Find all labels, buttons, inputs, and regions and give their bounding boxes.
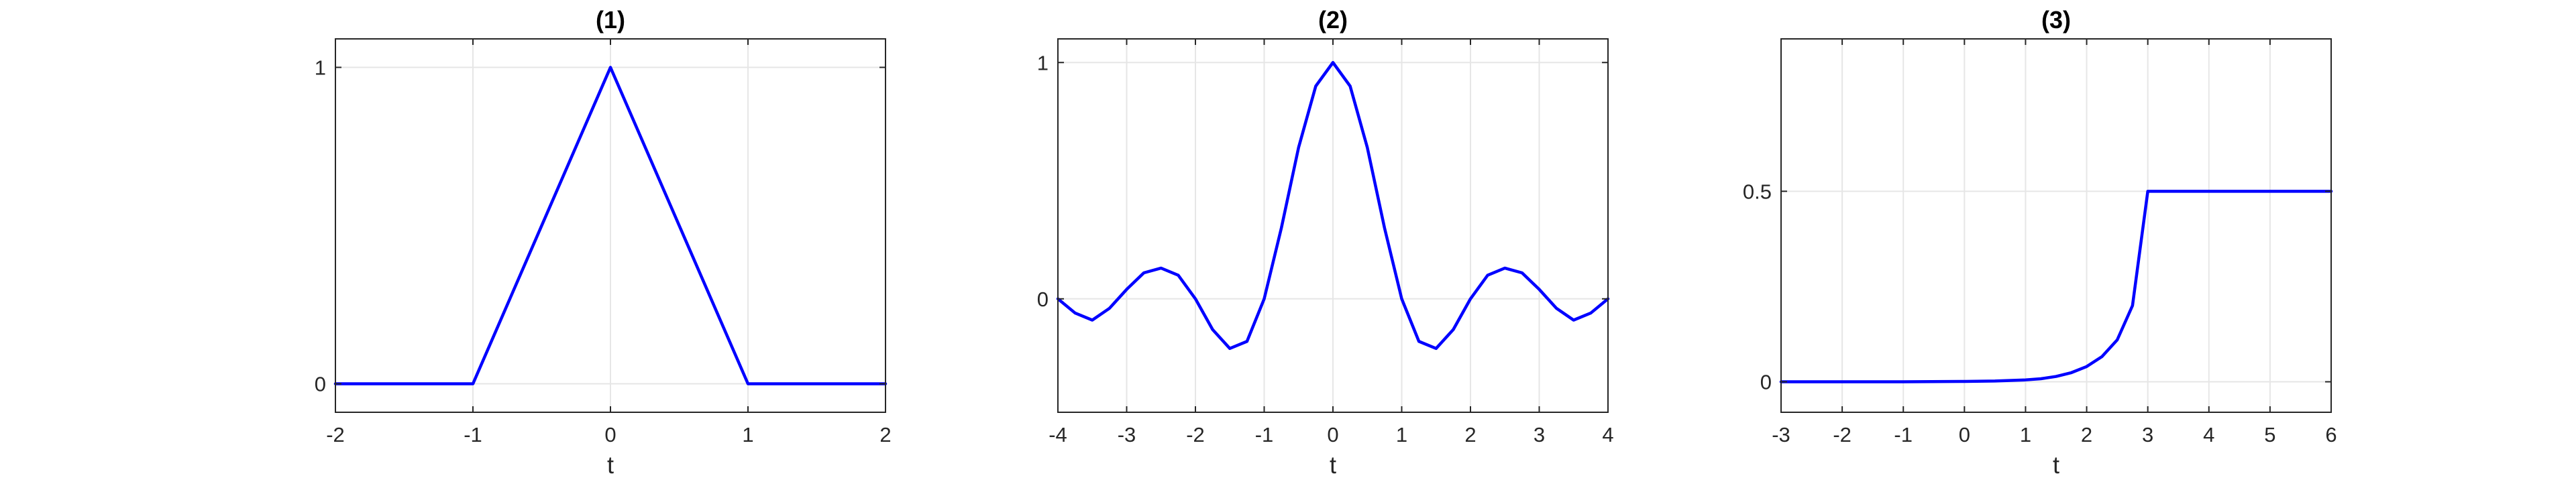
axes-box: [1780, 38, 2332, 413]
x-tick-label: 2: [2081, 423, 2092, 446]
y-tick-label: 1: [1037, 51, 1049, 74]
x-axis-label: t: [1330, 451, 1336, 479]
y-tick-label: 0: [1760, 371, 1772, 394]
series-line: [1779, 190, 2333, 383]
x-tick-label: 5: [2264, 423, 2275, 446]
y-tick-label: 0: [1037, 288, 1049, 311]
x-tick-label: 0: [1959, 423, 1970, 446]
x-tick-label: -1: [1255, 423, 1274, 446]
x-tick-label: 1: [742, 423, 753, 446]
x-tick-label: 3: [1534, 423, 1545, 446]
y-tick-label: 0.5: [1743, 180, 1772, 203]
x-axis-label: t: [2053, 451, 2059, 479]
x-tick-label: 0: [1327, 423, 1338, 446]
x-tick-label: -2: [326, 423, 345, 446]
x-axis-label: t: [607, 451, 614, 479]
x-tick-label: -2: [1186, 423, 1205, 446]
x-tick-label: -1: [1894, 423, 1913, 446]
chart-title: (3): [2041, 6, 2071, 34]
x-tick-label: 4: [2203, 423, 2214, 446]
x-tick-label: -1: [464, 423, 482, 446]
chart-panel-1: -2 -1 0 1 2 0 1 (1) t: [315, 6, 892, 479]
y-tick-label: 0: [315, 373, 326, 396]
x-tick-label: 6: [2325, 423, 2337, 446]
y-tick-label: 1: [315, 56, 326, 79]
chart-title: (1): [596, 6, 625, 34]
x-tick-label: -2: [1833, 423, 1851, 446]
x-tick-label: 0: [604, 423, 616, 446]
x-tick-label: -3: [1118, 423, 1136, 446]
x-tick-label: 3: [2142, 423, 2153, 446]
x-tick-label: 4: [1602, 423, 1613, 446]
x-tick-label: 2: [1464, 423, 1476, 446]
x-tick-label: 1: [1396, 423, 1407, 446]
series-line: [1056, 61, 1610, 351]
chart-panel-3: -3 -2 -1 0 1 2 3 4 5 6 0 0.5 (3) t: [1743, 6, 2337, 479]
series-line: [333, 66, 888, 385]
x-tick-label: 2: [879, 423, 891, 446]
x-tick-label: -4: [1049, 423, 1067, 446]
x-tick-label: 1: [2020, 423, 2031, 446]
x-tick-label: -3: [1772, 423, 1790, 446]
chart-panel-2: -4 -3 -2 -1 0 1 2 3 4 0 1 (2) t: [1037, 6, 1614, 479]
chart-title: (2): [1318, 6, 1348, 34]
